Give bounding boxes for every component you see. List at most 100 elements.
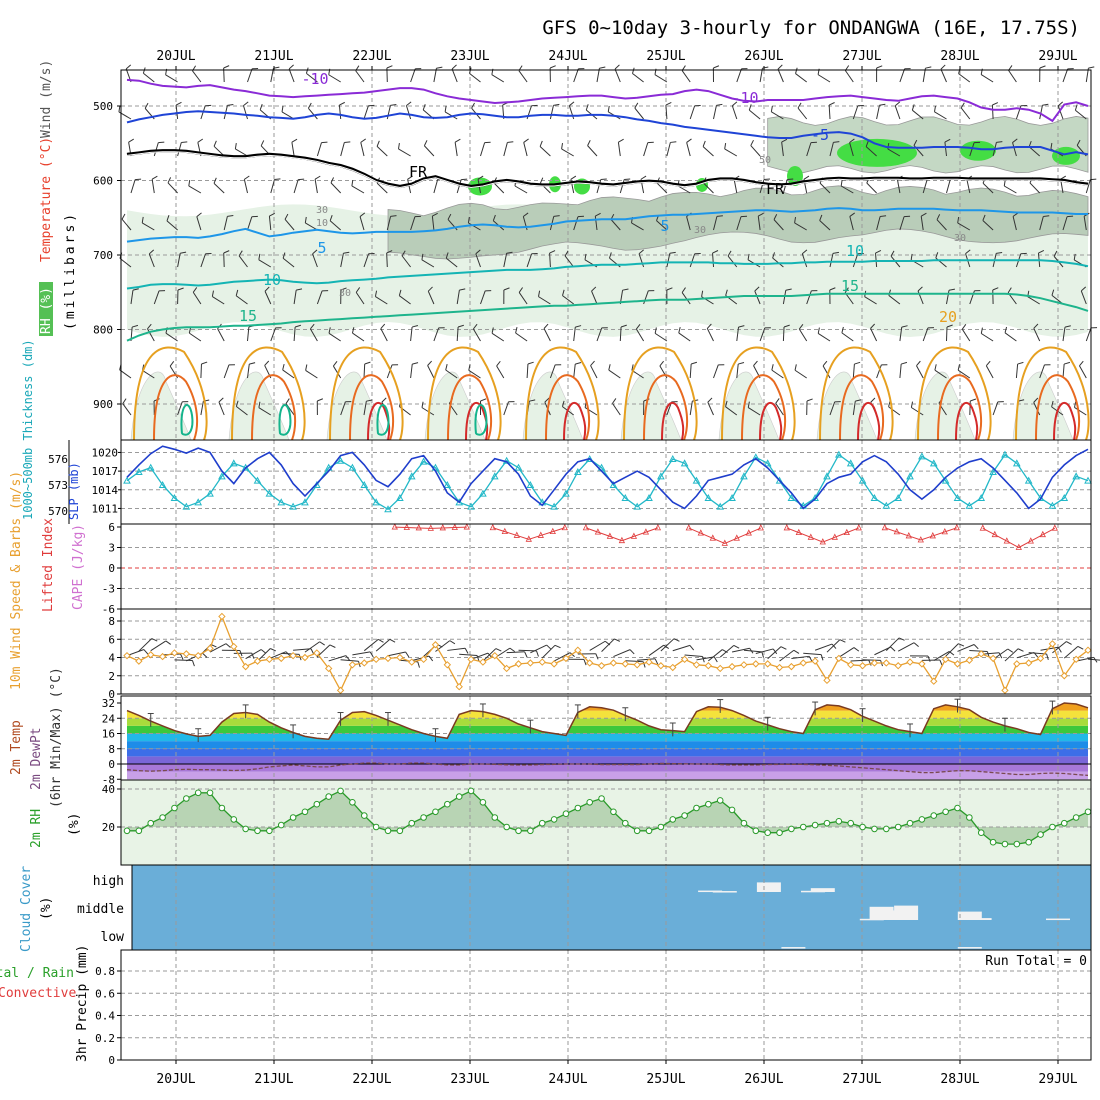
temp-band xyxy=(121,695,1091,703)
wind-speed-point xyxy=(431,641,440,649)
wind-barb xyxy=(561,148,574,157)
wind-barb xyxy=(421,259,435,268)
wind-barb xyxy=(782,290,787,305)
dewpt2m-line xyxy=(126,762,1089,777)
date-label-bottom: 22JUL xyxy=(352,1072,391,1087)
lifted-index-cape-panel: -6 -3 0 3 6 xyxy=(102,521,1092,616)
wind-speed-point xyxy=(1048,640,1057,648)
wind-barb-flag xyxy=(218,397,224,403)
wind-barb xyxy=(708,649,723,662)
thickness-point xyxy=(1084,476,1092,484)
date-label-top: 28JUL xyxy=(940,49,979,64)
wind-barb-flag xyxy=(591,286,597,292)
wind-barb xyxy=(750,145,761,157)
precip-frame xyxy=(120,949,1092,1061)
wind-barb xyxy=(1016,651,1035,659)
thickness-point xyxy=(301,498,309,506)
rh-point xyxy=(942,808,949,816)
wind-barb xyxy=(1004,648,1019,662)
temp-contour-30 xyxy=(465,401,489,440)
wind-barb xyxy=(472,328,481,342)
wind-barb xyxy=(689,105,696,120)
temp-contour-30 xyxy=(367,401,391,440)
wind-barb xyxy=(885,637,900,651)
wind-barb-flag xyxy=(689,645,695,651)
thickness-label: 1000~500mb Thickness (dm) xyxy=(21,339,35,520)
rh-point xyxy=(1049,823,1056,831)
wind-barb xyxy=(982,182,994,194)
lifted-index-point xyxy=(991,530,998,538)
wind-barb xyxy=(223,364,230,379)
date-label-bottom: 27JUL xyxy=(842,1072,881,1087)
lifted-index-point xyxy=(427,524,434,531)
wind-barb xyxy=(777,68,784,83)
y-tick-label: 0 xyxy=(108,562,115,575)
wind-barb-flag xyxy=(238,250,243,257)
wind-barb-flag xyxy=(996,141,1003,143)
wind-barb xyxy=(1012,216,1017,231)
wind-barb xyxy=(363,105,369,120)
temp-contour-20 xyxy=(819,346,894,440)
wind-barb-flag xyxy=(631,364,634,371)
rh-point xyxy=(977,829,985,837)
wind-barb xyxy=(121,218,132,231)
wind-barb xyxy=(946,290,950,305)
wind-barb-flag xyxy=(733,644,740,649)
wind-barb-flag xyxy=(585,104,589,111)
thickness-point xyxy=(657,472,665,480)
rh-point xyxy=(242,825,249,833)
wind-barb-flag xyxy=(191,660,195,667)
wind-barb xyxy=(899,68,906,83)
wind-barb xyxy=(328,74,341,83)
thickness-point xyxy=(751,453,760,461)
wind10m-labels: 10m Wind Speed & Barbs (m/s) xyxy=(9,471,24,690)
rh-point xyxy=(894,823,902,831)
wind-barb-flag xyxy=(260,140,265,147)
li-frame xyxy=(120,523,1092,610)
wind-barb xyxy=(291,142,295,157)
rh-point xyxy=(633,827,641,835)
wind-speed-point xyxy=(1013,660,1021,668)
slp-tick-label: 1020 xyxy=(92,446,119,459)
wind-barb-flag xyxy=(294,324,302,328)
wind-barb xyxy=(1012,142,1017,157)
lifted-index-point xyxy=(642,528,650,535)
wind-barb-flag xyxy=(716,215,723,217)
wind-barb xyxy=(515,332,528,342)
thickness-point xyxy=(289,502,297,510)
wind-barb xyxy=(433,327,440,342)
rh-point xyxy=(1013,840,1021,848)
wind-barb-flag xyxy=(454,138,461,143)
temp-contour-15 xyxy=(126,292,1089,342)
wind-barb xyxy=(247,364,250,379)
wind-barb-flag xyxy=(211,290,214,297)
wind-speed-point xyxy=(574,646,582,654)
y-tick-label: 4 xyxy=(108,652,115,665)
wind-barb-flag xyxy=(339,101,345,106)
wind-barb-flag xyxy=(701,290,704,297)
date-label-top: 24JUL xyxy=(548,49,587,64)
wind-barb-flag xyxy=(772,648,778,655)
rh-point xyxy=(444,800,451,808)
wind-speed-point xyxy=(1036,654,1045,663)
thickness-point xyxy=(514,463,523,471)
rh-point xyxy=(966,814,973,821)
wind-barb xyxy=(822,365,831,379)
rh-point xyxy=(835,818,843,825)
wind-barb-flag xyxy=(319,641,325,646)
rh-point xyxy=(586,799,594,806)
wind-barb xyxy=(1085,179,1091,194)
thickness-point xyxy=(372,498,380,506)
wind-speed-point xyxy=(633,661,641,669)
wind-barb-flag xyxy=(412,362,419,365)
thickness-point xyxy=(894,493,903,501)
temp-2m-panel: -8 0 8 16 24 32 xyxy=(102,695,1092,786)
wind-barb-flag xyxy=(901,325,908,328)
wind-barb-flag xyxy=(595,212,601,217)
thickness-tick-label: 576 xyxy=(48,453,68,466)
wind-barb-flag xyxy=(707,397,713,403)
wind-speed-point xyxy=(372,655,380,664)
wind-barb-flag xyxy=(445,252,449,259)
wind-barb xyxy=(782,326,785,342)
lifted-index-label: Lifted Index xyxy=(41,518,56,612)
